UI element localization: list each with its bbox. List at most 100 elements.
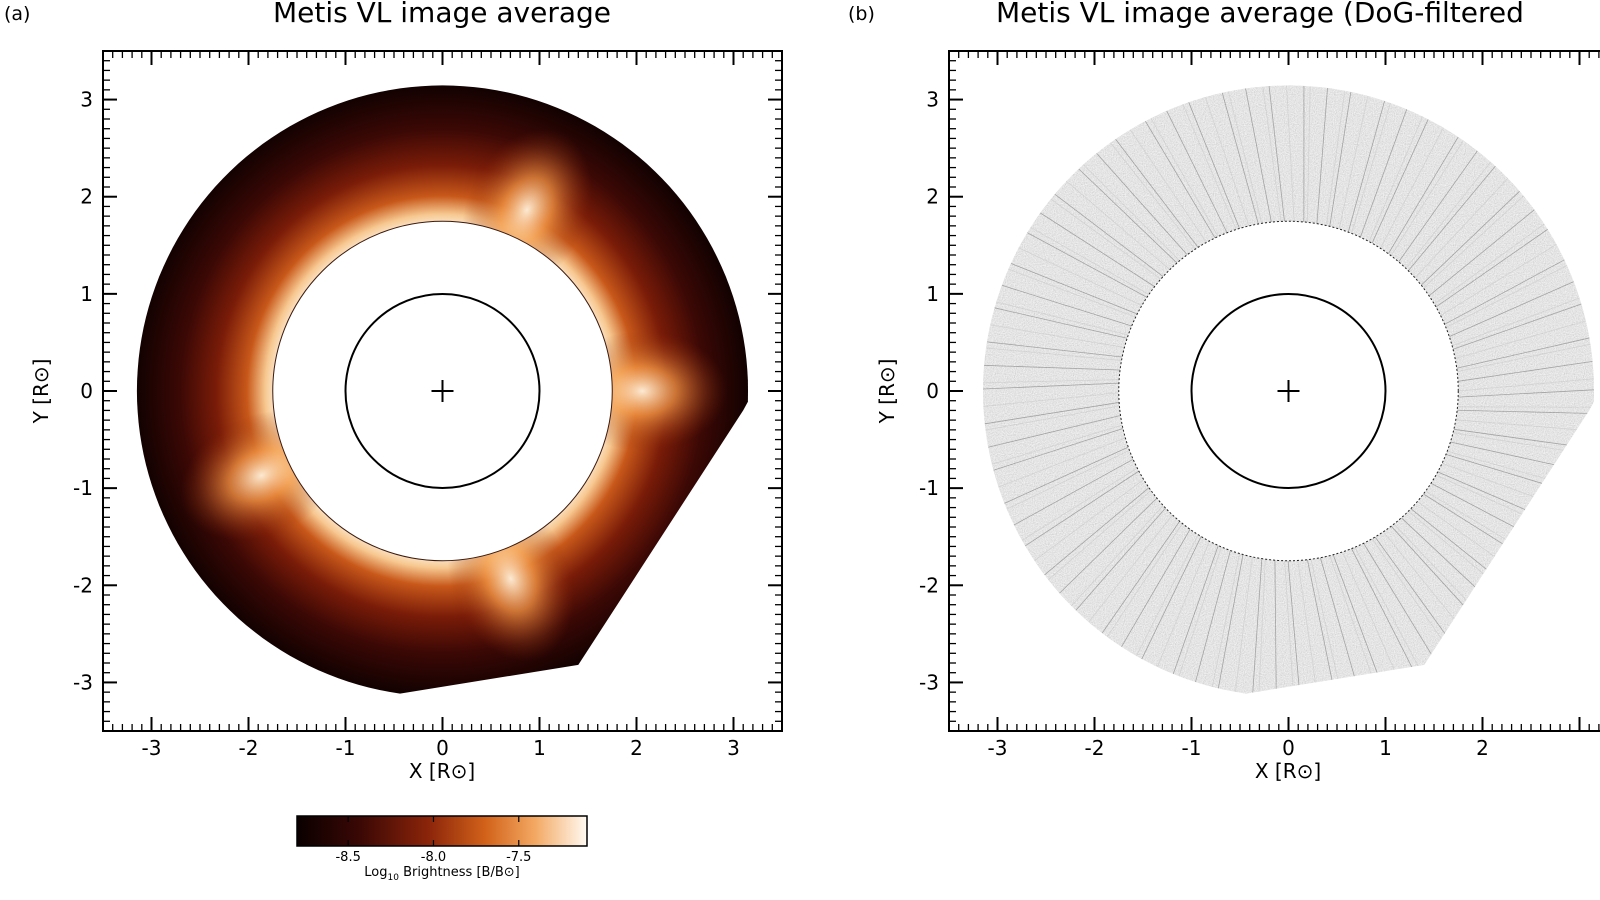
- x-tick-label: 1: [1379, 736, 1392, 760]
- filtered-ray: [1050, 198, 1162, 280]
- filtered-ray: [1451, 297, 1580, 347]
- filtered-ray: [1374, 536, 1456, 648]
- colorbar-tick-label: -7.5: [506, 850, 531, 865]
- panel-b-label: (b): [848, 3, 875, 25]
- colorbar-tick-label: -8.5: [335, 850, 360, 865]
- filtered-ray: [1106, 523, 1183, 638]
- filtered-ray: [985, 347, 1122, 361]
- filtered-ray: [1004, 446, 1129, 504]
- panel-b-title: Metis VL image average (DoG-filtered: [996, 0, 1524, 29]
- filtered-ray: [1457, 343, 1591, 373]
- filtered-ray: [1188, 102, 1240, 229]
- filtered-ray: [991, 424, 1123, 465]
- filtered-ray: [1286, 85, 1295, 222]
- filtered-ray: [1457, 360, 1593, 382]
- y-tick-label: 1: [926, 282, 939, 306]
- filtered-ray: [1121, 529, 1191, 648]
- filtered-ray: [1211, 553, 1240, 687]
- panel-a-center-marker: [431, 380, 454, 402]
- filtered-ray: [1235, 556, 1253, 692]
- filtered-ray: [1178, 546, 1222, 677]
- filtered-ray: [1455, 320, 1587, 360]
- filtered-ray: [1326, 90, 1346, 226]
- filtered-ray: [990, 324, 1125, 348]
- x-tick-label: 2: [1476, 736, 1489, 760]
- filtered-ray: [1262, 86, 1282, 222]
- filtered-ray: [1453, 428, 1589, 449]
- filtered-ray: [1021, 467, 1138, 541]
- filtered-ray: [1071, 505, 1164, 607]
- colorbar-tick-label: -8.0: [421, 850, 446, 865]
- filtered-ray: [1428, 209, 1535, 297]
- x-tick-label: -3: [988, 736, 1008, 760]
- filtered-ray: [1172, 545, 1219, 675]
- filtered-ray: [1390, 140, 1464, 257]
- y-tick-label: 3: [80, 88, 93, 112]
- panel-b: (b) Metis VL image average (DoG-filtered…: [848, 0, 1600, 783]
- panel-a-title: Metis VL image average: [273, 0, 611, 29]
- filtered-ray: [1307, 559, 1336, 694]
- filtered-ray: [1414, 178, 1509, 279]
- filtered-ray: [1342, 551, 1398, 677]
- x-tick-label: 0: [436, 736, 449, 760]
- filtered-ray: [984, 364, 1121, 371]
- filtered-ray: [1351, 548, 1414, 671]
- filtered-ray: [1347, 100, 1385, 233]
- filtered-ray: [1204, 96, 1250, 227]
- filtered-ray: [1388, 136, 1459, 254]
- filtered-ray: [1115, 138, 1199, 248]
- panel-b-sun-limb: [1190, 293, 1387, 489]
- filtered-ray: [986, 341, 1123, 358]
- filtered-ray: [1420, 190, 1520, 286]
- filtered-ray: [1408, 165, 1496, 272]
- filtered-ray: [1001, 284, 1132, 327]
- panel-b-rays: [983, 85, 1594, 694]
- filtered-ray: [1156, 541, 1210, 668]
- filtered-ray: [1398, 150, 1478, 263]
- filtered-ray: [1252, 558, 1263, 694]
- filtered-ray: [1221, 92, 1259, 225]
- y-tick-label: -1: [73, 476, 93, 500]
- panel-a: (a) Metis VL image average -3 -2 -1 0 1 2 3-3-…: [4, 0, 783, 883]
- y-tick-label: 1: [80, 282, 93, 306]
- filtered-ray: [1359, 109, 1408, 238]
- x-tick-label: -3: [142, 736, 162, 760]
- filtered-ray: [1024, 470, 1140, 547]
- filtered-ray: [984, 402, 1120, 425]
- filtered-ray: [996, 301, 1129, 336]
- filtered-ray: [1287, 560, 1301, 694]
- filtered-ray: [1101, 521, 1181, 634]
- filtered-ray: [1083, 164, 1180, 262]
- filtered-ray: [1182, 104, 1237, 230]
- filtered-ray: [1048, 490, 1152, 581]
- y-tick-label: -2: [919, 573, 939, 597]
- filtered-ray: [1066, 180, 1171, 270]
- panel-a-image: [136, 85, 748, 694]
- filtered-ray: [988, 415, 1121, 448]
- filtered-ray: [1380, 127, 1444, 249]
- y-tick-label: -3: [73, 670, 93, 694]
- panel-a-sun-limb: [344, 293, 541, 489]
- colorbar-gradient: [296, 815, 588, 847]
- y-tick-label: 0: [926, 379, 939, 403]
- filtered-ray: [1245, 88, 1272, 223]
- y-tick-label: -2: [73, 573, 93, 597]
- filtered-ray: [1018, 247, 1143, 306]
- y-tick-label: -3: [919, 670, 939, 694]
- x-tick-label: 3: [727, 736, 740, 760]
- filtered-ray: [1310, 559, 1342, 693]
- filtered-ray: [1284, 560, 1295, 694]
- filtered-ray: [1030, 226, 1150, 295]
- x-tick-label: -1: [336, 736, 356, 760]
- filtered-ray: [1034, 479, 1144, 561]
- x-tick-label: 0: [1282, 736, 1295, 760]
- filtered-ray: [1332, 554, 1382, 683]
- filtered-ray: [1440, 243, 1557, 316]
- filtered-ray: [1274, 560, 1277, 694]
- filtered-ray: [983, 379, 1120, 384]
- filtered-ray: [1449, 281, 1574, 337]
- panel-b-axes: -3 -2 -1 0 1 2 -3 -2 -1 0 1 2 3: [919, 50, 1600, 760]
- filtered-ray: [1217, 554, 1244, 689]
- filtered-ray: [1363, 543, 1435, 660]
